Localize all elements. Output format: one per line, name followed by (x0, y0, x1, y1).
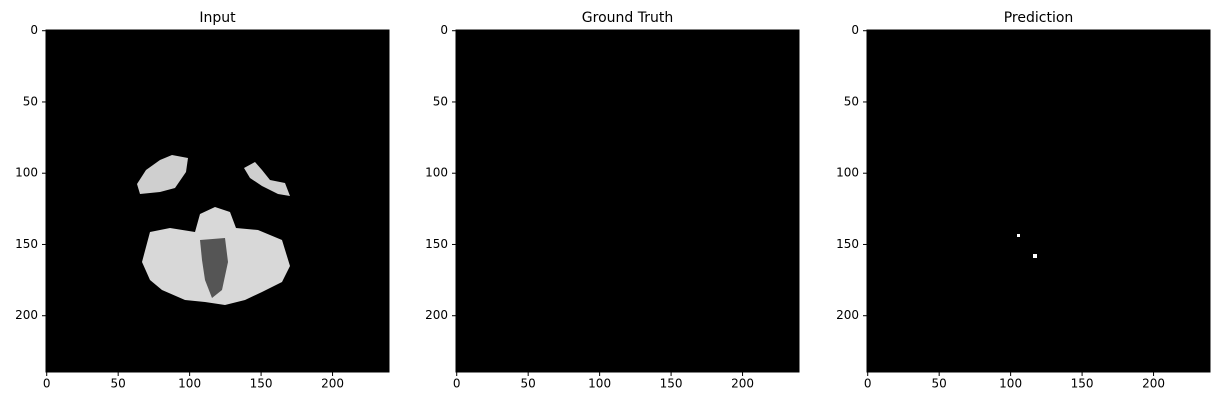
axes-frame (866, 29, 1211, 373)
y-tick-label: 200 (425, 308, 448, 322)
y-tick-label: 200 (15, 308, 38, 322)
y-tick-label: 150 (15, 237, 38, 251)
y-tick-label: 150 (836, 237, 859, 251)
y-tick-label: 150 (425, 237, 448, 251)
y-tick-label: 50 (433, 94, 448, 108)
y-tick-label: 50 (23, 94, 38, 108)
image (456, 30, 799, 372)
image (867, 30, 1210, 372)
x-tick-label: 50 (932, 377, 947, 391)
x-tick-label: 100 (999, 377, 1022, 391)
panel-title: Ground Truth (582, 10, 673, 26)
x-tick-label: 200 (731, 377, 754, 391)
y-tick-label: 0 (30, 23, 38, 37)
panel-title: Prediction (1004, 10, 1074, 26)
y-tick-label: 100 (836, 166, 859, 180)
x-tick-label: 50 (521, 377, 536, 391)
x-tick-label: 50 (111, 377, 126, 391)
prediction-dot (1017, 234, 1020, 237)
axes-frame (45, 29, 390, 373)
x-tick-label: 0 (43, 377, 51, 391)
image (46, 30, 389, 372)
axes-frame (455, 29, 800, 373)
x-tick-label: 0 (864, 377, 872, 391)
image-content (137, 155, 1037, 305)
x-tick-label: 150 (1071, 377, 1094, 391)
x-tick-label: 200 (321, 377, 344, 391)
panel-title: Input (199, 10, 236, 26)
x-tick-label: 0 (453, 377, 461, 391)
input-blob (200, 238, 228, 298)
panels: Input 0 50 100 150 200 0 50 100 150 200 Ground Trut… (15, 10, 1211, 391)
x-tick-label: 150 (660, 377, 683, 391)
x-tick-label: 100 (588, 377, 611, 391)
y-tick-label: 100 (15, 166, 38, 180)
y-tick-label: 100 (425, 166, 448, 180)
x-tick-label: 150 (250, 377, 273, 391)
y-tick-label: 50 (844, 94, 859, 108)
y-tick-label: 200 (836, 308, 859, 322)
input-blob (244, 162, 290, 196)
prediction-dot (1033, 254, 1037, 258)
y-tick-label: 0 (851, 23, 859, 37)
input-blob (137, 155, 188, 194)
x-tick-label: 200 (1142, 377, 1165, 391)
y-tick-label: 0 (440, 23, 448, 37)
x-tick-label: 100 (178, 377, 201, 391)
